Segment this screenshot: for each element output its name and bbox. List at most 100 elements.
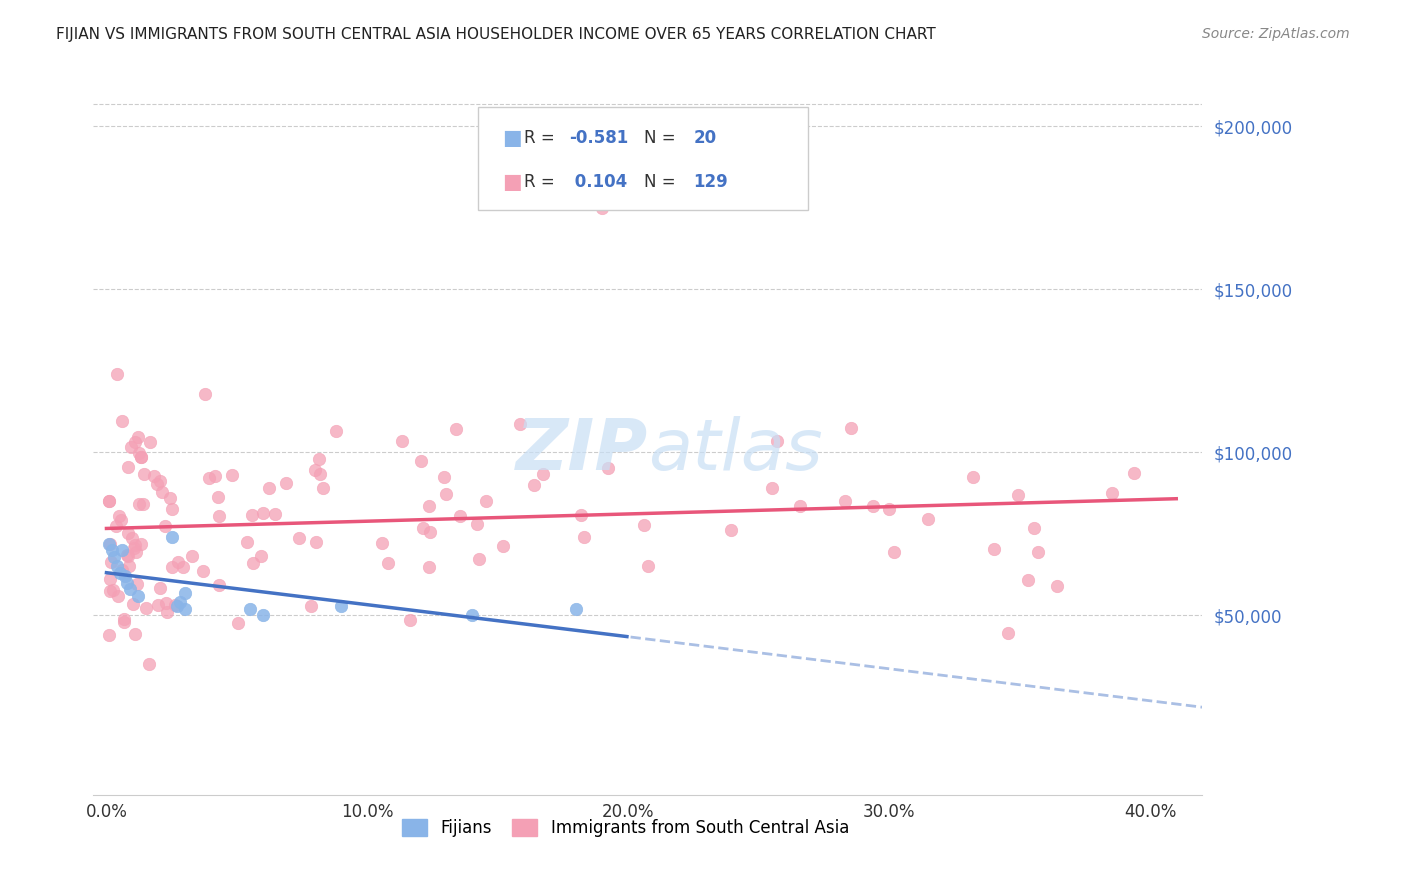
Point	[131, 450, 153, 464]
Point	[208, 508, 231, 523]
Point	[761, 481, 783, 495]
Point	[565, 602, 588, 616]
Point	[309, 467, 332, 481]
Point	[239, 602, 262, 616]
Point	[100, 556, 122, 570]
Point	[118, 582, 141, 597]
Point	[1007, 488, 1029, 502]
Text: -0.581: -0.581	[569, 128, 628, 146]
Text: 0.104: 0.104	[569, 173, 627, 191]
Point	[465, 516, 488, 531]
Point	[204, 468, 226, 483]
Point	[153, 519, 176, 533]
Point	[132, 467, 155, 482]
Point	[249, 549, 271, 563]
Point	[138, 657, 160, 672]
Point	[98, 628, 121, 642]
Point	[128, 497, 150, 511]
Point	[121, 597, 143, 611]
Point	[172, 560, 194, 574]
Point	[1123, 466, 1146, 480]
Text: ■: ■	[502, 128, 522, 148]
Point	[412, 521, 434, 535]
Point	[633, 518, 655, 533]
Point	[418, 560, 440, 574]
Text: atlas: atlas	[648, 416, 823, 485]
Point	[571, 508, 593, 522]
Point	[135, 601, 157, 615]
Point	[166, 599, 188, 613]
Point	[107, 589, 129, 603]
Point	[165, 599, 187, 613]
Point	[917, 511, 939, 525]
Point	[107, 508, 129, 523]
Point	[436, 487, 458, 501]
Legend: Fijians, Immigrants from South Central Asia: Fijians, Immigrants from South Central A…	[395, 813, 856, 844]
Point	[1101, 486, 1123, 500]
Text: 20: 20	[693, 128, 716, 146]
Point	[115, 549, 138, 563]
Point	[983, 542, 1005, 557]
Point	[117, 525, 139, 540]
Point	[461, 608, 484, 623]
Text: 129: 129	[693, 173, 728, 191]
Text: Source: ZipAtlas.com: Source: ZipAtlas.com	[1202, 27, 1350, 41]
Point	[194, 387, 217, 401]
Point	[173, 602, 195, 616]
Point	[325, 424, 347, 438]
Point	[288, 531, 311, 545]
Point	[523, 478, 546, 492]
Point	[105, 559, 128, 574]
Point	[121, 532, 143, 546]
Point	[399, 613, 422, 627]
Point	[475, 494, 498, 508]
Point	[156, 605, 179, 619]
Point	[637, 559, 659, 574]
Point	[124, 538, 146, 552]
Point	[191, 564, 214, 578]
Point	[877, 502, 900, 516]
Point	[274, 475, 297, 490]
Point	[1017, 573, 1039, 587]
Point	[312, 481, 335, 495]
Point	[127, 589, 149, 603]
Point	[98, 536, 121, 550]
Point	[228, 615, 250, 630]
Point	[720, 523, 742, 537]
Point	[468, 552, 491, 566]
Point	[98, 573, 121, 587]
Point	[138, 435, 160, 450]
Text: N =: N =	[644, 128, 681, 146]
Point	[574, 530, 596, 544]
Point	[208, 577, 231, 591]
Point	[152, 485, 174, 500]
Point	[330, 599, 353, 613]
Point	[1046, 579, 1069, 593]
Point	[883, 545, 905, 559]
Point	[125, 577, 148, 591]
Point	[598, 461, 620, 475]
Text: N =: N =	[644, 173, 681, 191]
Point	[391, 434, 413, 449]
Point	[862, 499, 884, 513]
Point	[766, 434, 789, 448]
Text: R =: R =	[524, 173, 561, 191]
Point	[129, 450, 152, 464]
Point	[236, 535, 259, 549]
Point	[305, 535, 328, 549]
Point	[962, 470, 984, 484]
Point	[308, 452, 330, 467]
Point	[299, 599, 322, 613]
Point	[118, 559, 141, 574]
Point	[433, 469, 456, 483]
Point	[789, 499, 811, 513]
Point	[411, 453, 433, 467]
Point	[125, 544, 148, 558]
Point	[146, 476, 169, 491]
Point	[371, 535, 394, 549]
Point	[98, 537, 121, 551]
Point	[111, 543, 134, 558]
Point	[264, 507, 287, 521]
Point	[1026, 545, 1049, 559]
Point	[419, 525, 441, 540]
